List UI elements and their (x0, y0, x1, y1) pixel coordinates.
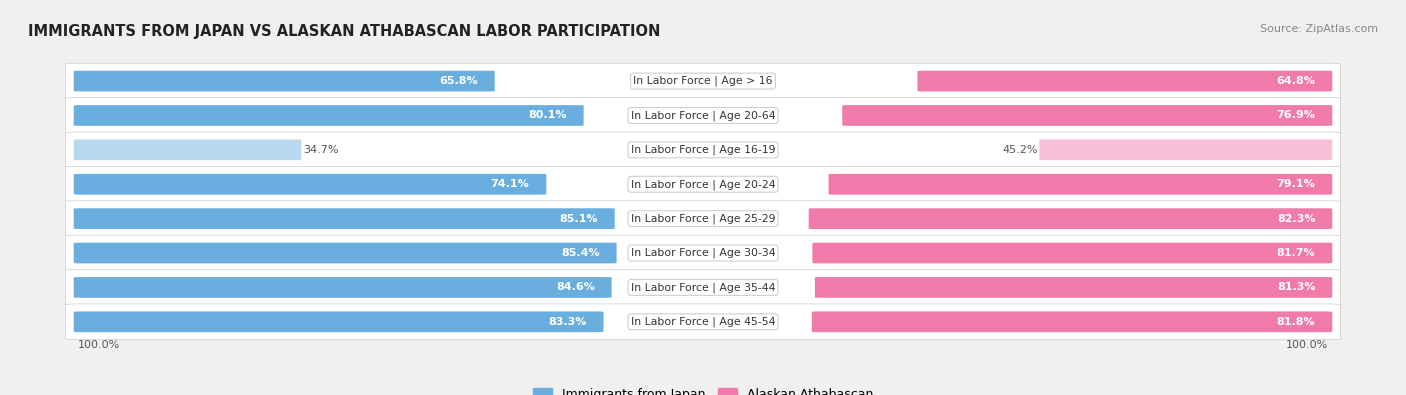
FancyBboxPatch shape (813, 243, 1333, 263)
Text: IMMIGRANTS FROM JAPAN VS ALASKAN ATHABASCAN LABOR PARTICIPATION: IMMIGRANTS FROM JAPAN VS ALASKAN ATHABAS… (28, 24, 661, 39)
Text: 64.8%: 64.8% (1277, 76, 1316, 86)
Text: 84.6%: 84.6% (555, 282, 595, 292)
Text: 76.9%: 76.9% (1277, 111, 1316, 120)
Text: In Labor Force | Age 20-64: In Labor Force | Age 20-64 (631, 110, 775, 121)
Text: 100.0%: 100.0% (1285, 340, 1327, 350)
Text: In Labor Force | Age 25-29: In Labor Force | Age 25-29 (631, 213, 775, 224)
FancyBboxPatch shape (808, 208, 1333, 229)
Text: 100.0%: 100.0% (79, 340, 121, 350)
FancyBboxPatch shape (73, 277, 612, 298)
Text: Source: ZipAtlas.com: Source: ZipAtlas.com (1260, 24, 1378, 34)
FancyBboxPatch shape (828, 174, 1333, 195)
FancyBboxPatch shape (815, 277, 1333, 298)
Text: 65.8%: 65.8% (439, 76, 478, 86)
FancyBboxPatch shape (66, 201, 1340, 237)
Text: In Labor Force | Age 20-24: In Labor Force | Age 20-24 (631, 179, 775, 190)
FancyBboxPatch shape (66, 304, 1340, 340)
FancyBboxPatch shape (66, 235, 1340, 271)
Text: 85.1%: 85.1% (560, 214, 598, 224)
FancyBboxPatch shape (66, 98, 1340, 134)
FancyBboxPatch shape (1039, 139, 1333, 160)
Text: 74.1%: 74.1% (491, 179, 530, 189)
FancyBboxPatch shape (66, 132, 1340, 168)
FancyBboxPatch shape (73, 174, 547, 195)
Text: In Labor Force | Age 45-54: In Labor Force | Age 45-54 (631, 316, 775, 327)
Text: 81.8%: 81.8% (1277, 317, 1316, 327)
Legend: Immigrants from Japan, Alaskan Athabascan: Immigrants from Japan, Alaskan Athabasca… (529, 383, 877, 395)
Text: 80.1%: 80.1% (529, 111, 567, 120)
Text: In Labor Force | Age 35-44: In Labor Force | Age 35-44 (631, 282, 775, 293)
Text: 79.1%: 79.1% (1277, 179, 1316, 189)
FancyBboxPatch shape (73, 71, 495, 92)
Text: 45.2%: 45.2% (1002, 145, 1038, 155)
FancyBboxPatch shape (66, 63, 1340, 99)
FancyBboxPatch shape (73, 139, 301, 160)
Text: In Labor Force | Age > 16: In Labor Force | Age > 16 (633, 76, 773, 87)
Text: 81.3%: 81.3% (1277, 282, 1316, 292)
FancyBboxPatch shape (811, 311, 1333, 332)
Text: 34.7%: 34.7% (304, 145, 339, 155)
Text: 82.3%: 82.3% (1277, 214, 1316, 224)
Text: 81.7%: 81.7% (1277, 248, 1316, 258)
FancyBboxPatch shape (73, 105, 583, 126)
FancyBboxPatch shape (73, 243, 617, 263)
FancyBboxPatch shape (66, 166, 1340, 202)
FancyBboxPatch shape (842, 105, 1333, 126)
Text: 85.4%: 85.4% (561, 248, 600, 258)
FancyBboxPatch shape (66, 269, 1340, 305)
Text: In Labor Force | Age 30-34: In Labor Force | Age 30-34 (631, 248, 775, 258)
Text: 83.3%: 83.3% (548, 317, 586, 327)
FancyBboxPatch shape (73, 208, 614, 229)
FancyBboxPatch shape (918, 71, 1333, 92)
Text: In Labor Force | Age 16-19: In Labor Force | Age 16-19 (631, 145, 775, 155)
FancyBboxPatch shape (73, 311, 603, 332)
